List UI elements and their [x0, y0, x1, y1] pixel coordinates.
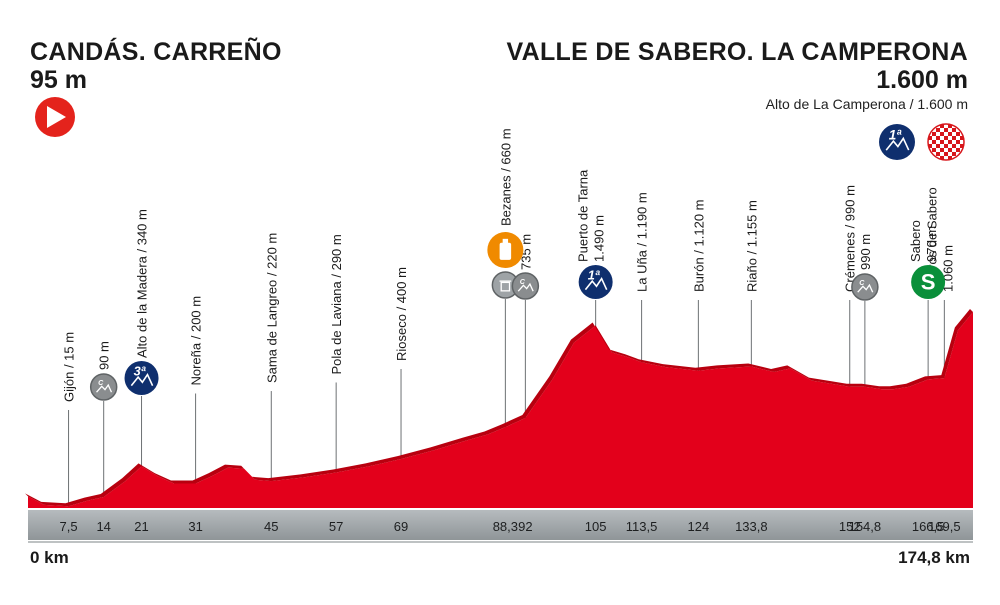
cat-climb-icon: C — [511, 272, 540, 300]
km-tick-label: 21 — [134, 519, 148, 534]
point-label: Alto de la Madera / 340 m — [135, 209, 150, 358]
point-altitude-label: 1.490 m — [592, 215, 607, 262]
point-label: Pola de Laviana / 290 m — [329, 234, 344, 374]
point-label: Sama de Langreo / 220 m — [264, 233, 279, 383]
point-label: Rioseco / 400 m — [394, 267, 409, 361]
feed-icon — [487, 232, 524, 268]
point-label: 90 m — [97, 341, 112, 370]
point-label: 990 m — [858, 234, 873, 270]
cat-climb-icon: C — [89, 373, 118, 401]
point-label: Crémenes / 990 m — [843, 185, 858, 292]
point-altitude-label: 970 m — [924, 226, 939, 262]
svg-text:1ª: 1ª — [889, 127, 903, 142]
finish-altitude: 1.600 m — [876, 66, 968, 94]
point-label: Noreña / 200 m — [189, 296, 204, 386]
km-tick-label: 92 — [518, 519, 532, 534]
km-tick-label: 88,3 — [493, 519, 518, 534]
start-icon — [35, 97, 75, 137]
km-tick-label: 31 — [188, 519, 202, 534]
finish-town: VALLE DE SABERO. LA CAMPERONA — [506, 38, 968, 66]
svg-text:3ª: 3ª — [134, 363, 146, 378]
point-label: La Uña / 1.190 m — [635, 192, 650, 292]
svg-text:C: C — [520, 278, 526, 286]
km-tick-label: 14 — [96, 519, 110, 534]
finish-summit-label: Alto de La Camperona / 1.600 m — [765, 96, 968, 112]
svg-text:S: S — [921, 270, 936, 295]
point-label: Gijón / 15 m — [62, 332, 77, 402]
km-tick-label: 169,5 — [928, 519, 961, 534]
point-label: Sabero — [908, 220, 923, 262]
km-tick-label: 166,5 — [912, 519, 945, 534]
climb-icon: 3ª — [124, 361, 159, 395]
point-label: Riaño / 1.155 m — [744, 200, 759, 292]
svg-text:C: C — [98, 379, 104, 387]
finish-km-label: 174,8 km — [898, 548, 970, 567]
km-tick-label: 133,8 — [735, 519, 768, 534]
start-altitude: 95 m — [30, 66, 87, 94]
km-tick-label: 152 — [839, 519, 861, 534]
km-tick-label: 69 — [394, 519, 408, 534]
km-tick-label: 45 — [264, 519, 278, 534]
finish-flag-icon — [927, 123, 965, 161]
svg-text:1ª: 1ª — [588, 267, 600, 282]
point-label: Burón / 1.120 m — [691, 200, 706, 293]
km-tick-label: 124 — [688, 519, 710, 534]
km-tick-label: 154,8 — [849, 519, 882, 534]
start-town: CANDÁS. CARREÑO — [30, 38, 282, 66]
finish-climb-icon: 1ª — [879, 124, 915, 160]
cat-climb-icon: C — [851, 273, 879, 301]
point-label: Puerto de Tarna — [576, 169, 591, 262]
point-label: 735 m — [518, 234, 533, 270]
climb-icon: 1ª — [578, 265, 613, 299]
km-axis-band — [28, 510, 973, 540]
start-km-label: 0 km — [30, 548, 69, 567]
svg-text:C: C — [859, 279, 865, 287]
km-tick-label: 7,5 — [60, 519, 78, 534]
point-label: Bezanes / 660 m — [498, 128, 513, 226]
sprint-icon: S — [911, 265, 946, 299]
km-tick-label: 113,5 — [626, 519, 658, 534]
km-tick-label: 57 — [329, 519, 343, 534]
km-tick-label: 105 — [585, 519, 607, 534]
elevation-area — [28, 312, 973, 508]
